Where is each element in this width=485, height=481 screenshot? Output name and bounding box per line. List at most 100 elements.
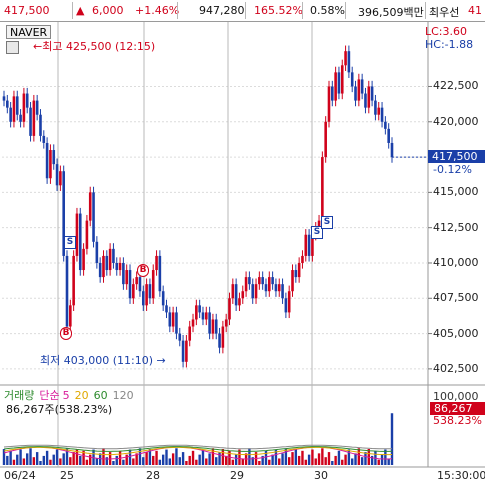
candle-body <box>364 93 367 108</box>
candle-body <box>138 277 142 292</box>
volume-bar <box>331 461 334 465</box>
volume-bar <box>9 450 12 465</box>
volume-bar <box>82 450 85 465</box>
candle-body <box>357 79 361 101</box>
volume-bar <box>62 453 65 465</box>
candle-body <box>277 284 281 292</box>
low-price-text: 최저 403,000 (11:10) <box>40 354 154 367</box>
volume-bar <box>26 453 29 465</box>
candle-body <box>171 312 175 327</box>
y-tick-label: 407,500 <box>433 291 479 305</box>
grid-icon[interactable] <box>6 41 19 54</box>
candle-body <box>85 220 89 249</box>
volume-bar <box>29 448 32 465</box>
divider <box>425 2 426 19</box>
candle-body <box>321 157 324 221</box>
candle-body <box>168 312 172 327</box>
candle-body <box>390 142 394 158</box>
volume-bar <box>69 457 72 465</box>
volume-bar <box>311 449 314 465</box>
volume-bar <box>370 455 374 465</box>
priority-label: 최우선 <box>429 6 460 19</box>
candle-body <box>367 86 371 108</box>
volume-bar <box>268 459 271 465</box>
candle-body <box>15 96 19 115</box>
candle-body <box>49 150 52 179</box>
candle-body <box>254 284 258 299</box>
volume-bar <box>2 449 6 465</box>
volume-bar <box>221 449 225 465</box>
volume-bar <box>304 459 307 465</box>
volume-bar <box>357 448 361 465</box>
y-tick-label: 405,000 <box>433 326 479 340</box>
low-price-label: 최저 403,000 (11:10) → <box>40 352 166 368</box>
volume-bar <box>161 454 165 465</box>
volume-bar <box>211 448 215 465</box>
candle-body <box>72 255 75 306</box>
divider <box>302 2 303 19</box>
candle-body <box>251 284 255 299</box>
volume-bar <box>122 459 125 465</box>
volume-bar <box>155 450 158 465</box>
candle-body <box>135 277 138 285</box>
sell-signal-marker[interactable]: S <box>64 236 76 249</box>
volume-bar <box>218 452 221 465</box>
candle-body <box>198 305 201 313</box>
candle-body <box>98 262 102 278</box>
buy-signal-marker[interactable]: B <box>137 264 149 277</box>
candle-body <box>344 51 347 66</box>
volume-bar <box>198 454 201 465</box>
volume-bar <box>12 459 16 465</box>
ma-period-20: 20 <box>74 389 89 402</box>
candle-body <box>380 107 384 122</box>
candle-body <box>32 100 36 136</box>
volume-bar <box>294 449 298 465</box>
candle-body <box>208 312 211 334</box>
price-chart-canvas[interactable] <box>0 22 485 481</box>
volume-bar <box>19 449 22 465</box>
volume-bar <box>185 461 188 465</box>
candle-body <box>347 51 351 73</box>
symbol-label[interactable]: NAVER <box>6 25 52 39</box>
candle-body <box>45 142 49 179</box>
candle-body <box>78 213 82 271</box>
candle-body <box>62 171 65 256</box>
candle-body <box>267 277 271 292</box>
candle-body <box>52 150 56 165</box>
candle-body <box>284 298 288 313</box>
hc-label: HC:-1.88 <box>425 38 474 51</box>
candle-body <box>294 270 298 278</box>
candle-body <box>19 114 22 122</box>
candle-body <box>148 284 152 299</box>
volume-bar <box>297 455 301 465</box>
volume-bar <box>85 459 89 465</box>
volume-bar <box>195 459 198 465</box>
candle-body <box>145 284 148 306</box>
sell-signal-marker[interactable]: S <box>321 216 333 229</box>
volume-bar <box>248 448 251 465</box>
volume-bar <box>142 457 145 465</box>
volume-bar <box>79 455 82 465</box>
candle-body <box>29 107 32 136</box>
volume-bar <box>314 458 317 465</box>
volume-bar <box>241 458 244 465</box>
price-change-pct: +1.46% <box>135 4 180 17</box>
volume-bar <box>145 452 148 465</box>
volume-bar <box>59 458 62 465</box>
divider <box>345 2 346 19</box>
candle-body <box>185 340 188 362</box>
volume-bar <box>387 458 390 465</box>
volume-bar <box>98 453 102 465</box>
sell-signal-marker[interactable]: S <box>311 226 323 239</box>
buy-signal-marker[interactable]: B <box>60 327 72 340</box>
candle-body <box>181 340 185 362</box>
candle-body <box>151 270 155 299</box>
volume-bar <box>274 449 278 465</box>
candle-body <box>241 291 245 299</box>
x-tick-label: 28 <box>146 469 160 481</box>
volume-bar <box>125 454 128 465</box>
x-tick-label: 29 <box>230 469 244 481</box>
volume-bar <box>89 454 92 465</box>
candle-body <box>108 248 112 271</box>
candle-body <box>102 255 105 278</box>
